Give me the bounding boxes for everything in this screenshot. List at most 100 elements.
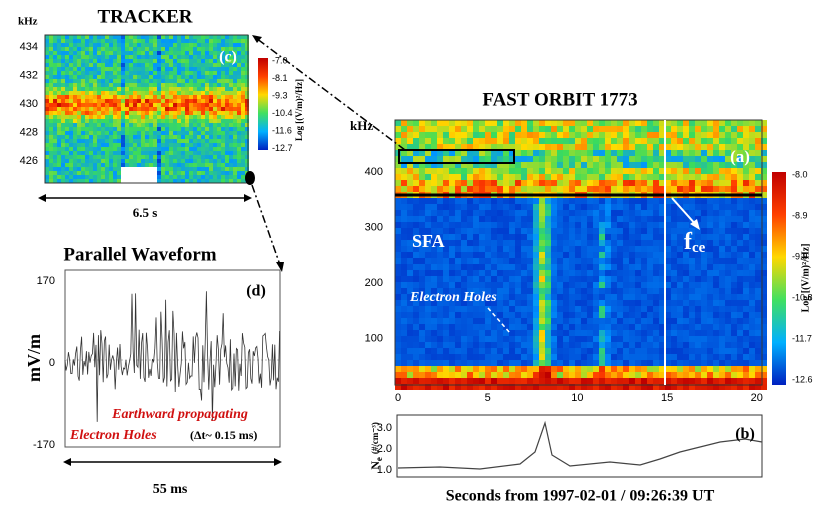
spectrogram-cell [755, 354, 761, 360]
spectrogram-cell [737, 312, 743, 318]
spectrogram-cell [569, 150, 575, 156]
spectrogram-cell [401, 168, 407, 174]
spectrogram-cell [229, 107, 233, 111]
spectrogram-cell [431, 162, 437, 168]
spectrogram-cell [473, 132, 479, 138]
spectrogram-cell [77, 51, 81, 55]
spectrogram-cell [437, 162, 443, 168]
spectrogram-cell [129, 47, 133, 51]
spectrogram-cell [737, 324, 743, 330]
spectrogram-cell [515, 378, 521, 384]
spectrogram-cell [413, 126, 419, 132]
spectrogram-cell [647, 126, 653, 132]
spectrogram-cell [89, 155, 93, 159]
spectrogram-cell [395, 246, 401, 252]
spectrogram-cell [65, 171, 69, 175]
spectrogram-cell [113, 79, 117, 83]
spectrogram-cell [85, 163, 89, 167]
spectrogram-cell [455, 174, 461, 180]
spectrogram-cell [473, 336, 479, 342]
spectrogram-cell [491, 210, 497, 216]
spectrogram-cell [443, 174, 449, 180]
spectrogram-cell [49, 91, 53, 95]
spectrogram-cell [599, 258, 605, 264]
spectrogram-cell [605, 360, 611, 366]
spectrogram-cell [169, 79, 173, 83]
spectrogram-cell [713, 204, 719, 210]
spectrogram-cell [133, 135, 137, 139]
spectrogram-cell [395, 330, 401, 336]
spectrogram-cell [761, 210, 767, 216]
spectrogram-cell [149, 119, 153, 123]
spectrogram-cell [69, 79, 73, 83]
spectrogram-cell [761, 336, 767, 342]
spectrogram-cell [97, 127, 101, 131]
spectrogram-cell [533, 150, 539, 156]
spectrogram-c [45, 35, 249, 183]
spectrogram-cell [605, 162, 611, 168]
spectrogram-cell [701, 276, 707, 282]
spectrogram-cell [461, 372, 467, 378]
spectrogram-cell [749, 354, 755, 360]
spectrogram-cell [725, 138, 731, 144]
spectrogram-cell [617, 360, 623, 366]
spectrogram-cell [209, 39, 213, 43]
spectrogram-cell [761, 174, 767, 180]
spectrogram-cell [593, 318, 599, 324]
spectrogram-cell [527, 126, 533, 132]
spectrogram-cell [659, 144, 665, 150]
spectrogram-cell [121, 67, 125, 71]
spectrogram-cell [515, 210, 521, 216]
spectrogram-cell [695, 384, 701, 390]
spectrogram-cell [671, 216, 677, 222]
spectrogram-cell [737, 168, 743, 174]
spectrogram-cell [473, 330, 479, 336]
spectrogram-cell [539, 360, 545, 366]
spectrogram-cell [113, 135, 117, 139]
spectrogram-cell [109, 107, 113, 111]
spectrogram-cell [437, 126, 443, 132]
spectrogram-cell [213, 39, 217, 43]
spectrogram-cell [455, 240, 461, 246]
spectrogram-cell [177, 111, 181, 115]
spectrogram-cell [173, 107, 177, 111]
spectrogram-cell [437, 318, 443, 324]
spectrogram-cell [575, 294, 581, 300]
spectrogram-cell [425, 288, 431, 294]
spectrogram-cell [545, 372, 551, 378]
spectrogram-cell [149, 139, 153, 143]
spectrogram-cell [85, 35, 89, 39]
spectrogram-cell [145, 95, 149, 99]
tick-label: 10 [571, 392, 583, 404]
spectrogram-cell [707, 360, 713, 366]
spectrogram-cell [225, 159, 229, 163]
spectrogram-cell [101, 175, 105, 179]
tick-label: 20 [751, 392, 763, 404]
spectrogram-cell [635, 366, 641, 372]
spectrogram-cell [617, 336, 623, 342]
connector [251, 184, 281, 266]
spectrogram-cell [149, 35, 153, 39]
spectrogram-cell [77, 115, 81, 119]
spectrogram-cell [701, 180, 707, 186]
spectrogram-cell [221, 127, 225, 131]
spectrogram-cell [229, 95, 233, 99]
spectrogram-cell [659, 294, 665, 300]
arrowhead [276, 262, 284, 272]
spectrogram-cell [689, 378, 695, 384]
spectrogram-cell [533, 222, 539, 228]
spectrogram-cell [93, 123, 97, 127]
spectrogram-cell [153, 47, 157, 51]
spectrogram-cell [133, 99, 137, 103]
spectrogram-cell [193, 175, 197, 179]
spectrogram-cell [479, 204, 485, 210]
spectrogram-cell [245, 147, 249, 151]
spectrogram-cell [605, 366, 611, 372]
spectrogram-cell [479, 258, 485, 264]
spectrogram-cell [629, 378, 635, 384]
spectrogram-cell [77, 35, 81, 39]
spectrogram-cell [581, 228, 587, 234]
tick-label: -10.8 [792, 292, 813, 302]
spectrogram-cell [623, 246, 629, 252]
spectrogram-cell [581, 330, 587, 336]
